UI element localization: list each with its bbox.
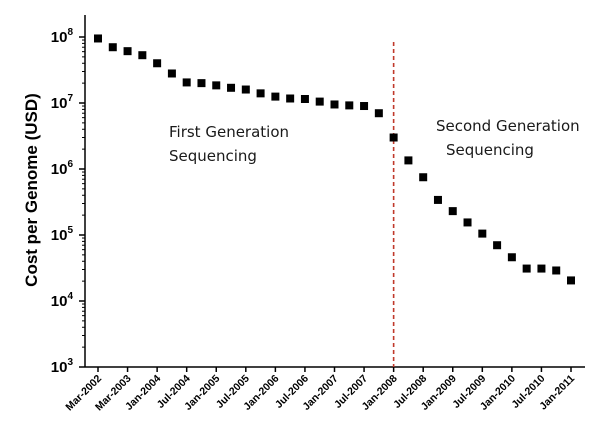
annotation-second-generation: Second Generation Sequencing — [436, 117, 584, 159]
y-tick-label: 105 — [51, 225, 74, 244]
data-point — [197, 79, 206, 88]
y-tick-label: 107 — [51, 93, 74, 112]
y-tick-label-base: 10 — [51, 293, 68, 310]
y-tick-label: 106 — [51, 159, 74, 178]
y-tick-label: 104 — [51, 291, 74, 310]
data-point — [419, 173, 428, 182]
annotation-second-generation-line-2: Sequencing — [446, 141, 534, 159]
y-tick-label-exponent: 5 — [67, 225, 73, 236]
data-point — [537, 264, 546, 273]
data-point — [153, 59, 162, 68]
y-tick-label-exponent: 7 — [67, 93, 73, 104]
y-tick-label-base: 10 — [51, 359, 68, 376]
annotation-first-generation-line-2: Sequencing — [169, 147, 257, 165]
y-tick-label-base: 10 — [51, 161, 68, 178]
data-point — [448, 207, 457, 216]
y-tick-label-exponent: 4 — [67, 291, 73, 302]
data-point — [404, 156, 413, 165]
data-point — [286, 94, 295, 103]
y-tick-label-exponent: 6 — [67, 159, 73, 170]
data-point — [182, 78, 191, 87]
data-point — [374, 109, 383, 118]
data-point — [433, 195, 442, 204]
data-point — [108, 43, 117, 52]
data-point — [227, 83, 236, 92]
y-tick-label-exponent: 3 — [67, 357, 73, 368]
data-point — [138, 51, 147, 60]
y-axis-title: Cost per Genome (USD) — [22, 93, 41, 287]
data-point — [507, 253, 516, 262]
annotation-first-generation: First Generation Sequencing — [169, 123, 294, 165]
data-point — [256, 89, 265, 98]
data-point — [315, 97, 324, 106]
y-tick-label-base: 10 — [51, 95, 68, 112]
y-tick-label-base: 10 — [51, 29, 68, 46]
data-point — [123, 47, 132, 56]
x-axis-ticks: Mar-2002Mar-2003Jan-2004Jul-2004Jan-2005… — [63, 367, 577, 413]
data-point — [212, 81, 221, 90]
data-point — [94, 34, 102, 43]
data-point — [478, 229, 487, 238]
data-point — [271, 92, 280, 101]
data-point — [241, 85, 250, 94]
y-tick-label-exponent: 8 — [67, 27, 73, 38]
data-point — [522, 264, 531, 273]
data-point — [567, 276, 575, 285]
y-tick-label: 108 — [51, 27, 74, 46]
annotation-second-generation-line-1: Second Generation — [436, 117, 580, 135]
data-point — [493, 241, 502, 250]
data-point — [463, 218, 472, 227]
data-point — [345, 101, 354, 110]
data-point — [167, 69, 176, 78]
data-point — [552, 266, 561, 275]
data-point — [389, 133, 398, 142]
y-tick-label: 103 — [51, 357, 74, 376]
data-point — [330, 100, 339, 109]
data-point — [300, 94, 309, 103]
data-points — [94, 34, 575, 285]
y-tick-label-base: 10 — [51, 227, 68, 244]
data-point — [360, 102, 369, 111]
annotation-first-generation-line-1: First Generation — [169, 123, 289, 141]
